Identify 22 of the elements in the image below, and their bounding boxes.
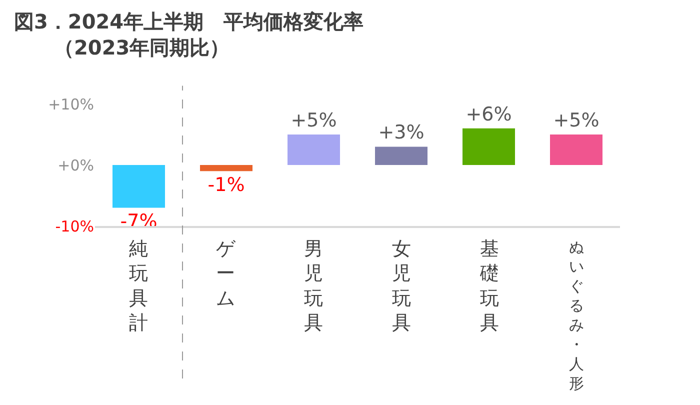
data-label: +5% xyxy=(553,110,600,132)
data-label: +3% xyxy=(378,122,424,144)
chart-title: 図3．2024年上半期 平均価格変化率 xyxy=(14,9,364,34)
data-label: +5% xyxy=(290,110,337,132)
data-label: -1% xyxy=(208,174,245,196)
bar xyxy=(112,165,165,208)
x-tick-label: 純玩具計 xyxy=(129,238,148,334)
chart-subtitle: （2023年同期比） xyxy=(14,35,230,60)
x-tick-label: ゲーム xyxy=(216,238,236,310)
x-tick-label: 基礎玩具 xyxy=(479,238,499,334)
x-tick-label: 女児玩具 xyxy=(392,238,411,334)
x-tick-label: 男児玩具 xyxy=(304,238,323,334)
data-label: +6% xyxy=(466,103,512,126)
bar xyxy=(200,165,252,172)
bar xyxy=(375,146,428,165)
y-tick-label: +10% xyxy=(48,95,94,114)
x-tick-label: ぬいぐるみ・人形 xyxy=(569,238,584,392)
y-tick-label: -10% xyxy=(55,217,94,236)
y-tick-label: +0% xyxy=(58,156,94,174)
bar xyxy=(462,128,515,165)
bar xyxy=(288,134,340,165)
bar xyxy=(550,134,602,165)
